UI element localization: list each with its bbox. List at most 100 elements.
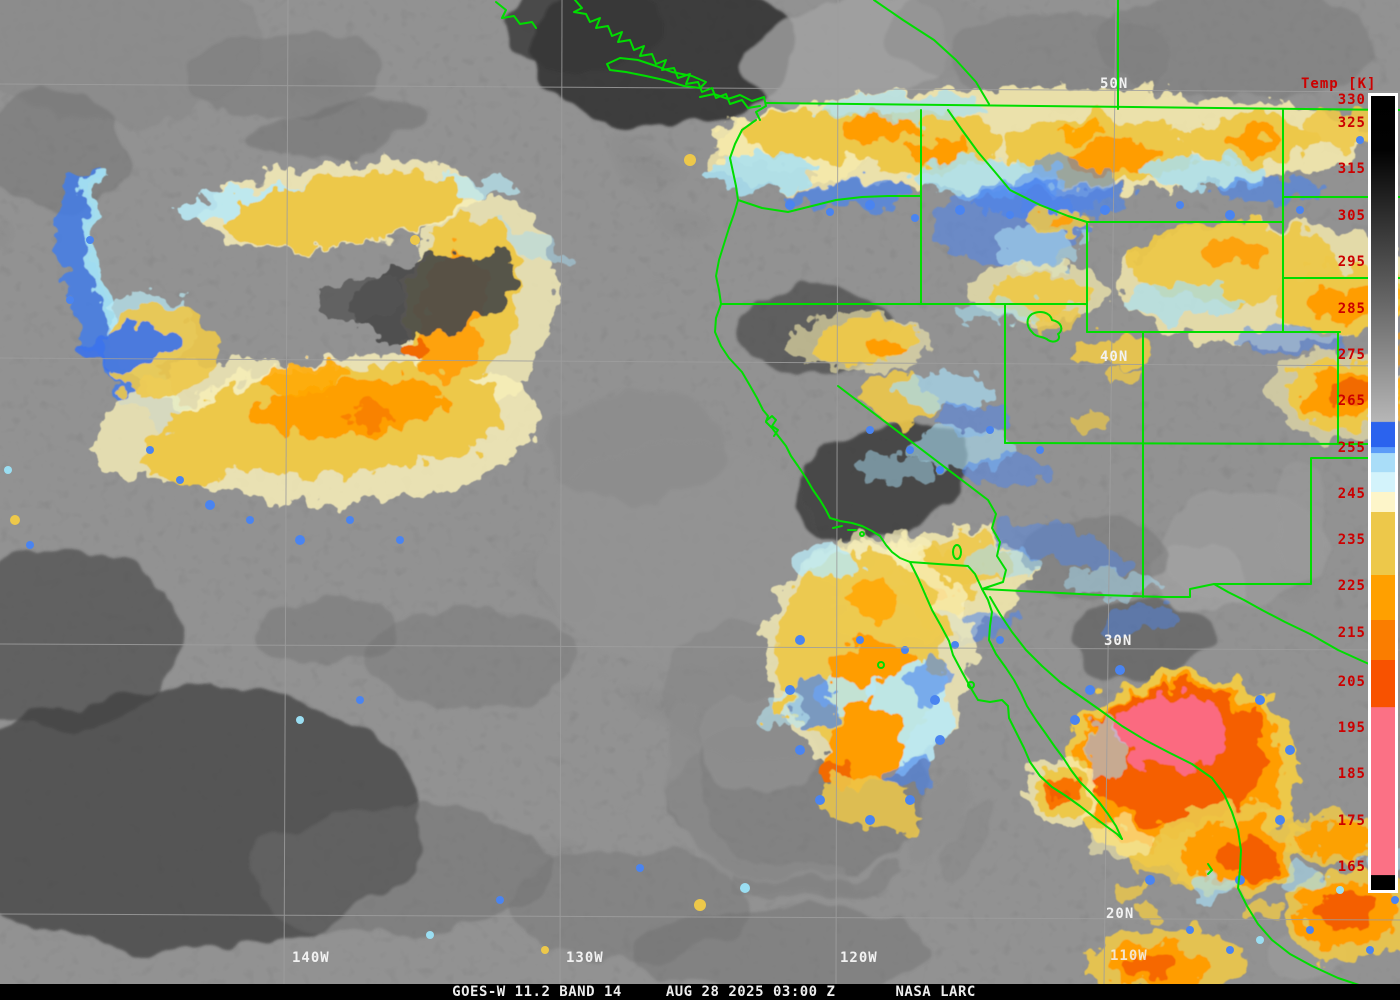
idaho-orange (1048, 215, 1076, 229)
cloud-speck (10, 515, 20, 525)
cloud-speck (1145, 875, 1155, 885)
gridline-40n (0, 357, 1400, 367)
idaho-blue-field (995, 230, 1085, 270)
gridline-130w (559, 0, 563, 984)
cloud-speck (1366, 946, 1374, 954)
cloud-speck (66, 296, 74, 304)
cloud-shape (185, 30, 385, 120)
cloud-speck (684, 154, 696, 166)
puget-sound (699, 93, 767, 121)
cloud-speck (26, 541, 34, 549)
colorado-orange-core (1328, 380, 1376, 406)
tropical-storm-orange (846, 582, 898, 618)
wyoming-orange (1200, 239, 1264, 265)
gold-specks (10, 154, 706, 954)
cloud-speck (86, 236, 94, 244)
channel-islands (832, 525, 857, 531)
mexico-convection-gold (1140, 906, 1164, 922)
cloud-speck (955, 205, 965, 215)
storm-dry-slot (315, 276, 405, 324)
colorbar-label: 330 (1338, 92, 1366, 108)
cloud-layer-color (60, 88, 1400, 984)
cloud-speck (1036, 446, 1044, 454)
cloud-speck (996, 636, 1004, 644)
gridline-30n (0, 643, 1400, 651)
mexico-mainland-coast (989, 596, 1360, 984)
arizona-blue (1100, 606, 1180, 634)
cloud-speck (785, 685, 795, 695)
cloud-speck (1356, 136, 1364, 144)
cloud-speck (356, 696, 364, 704)
tropical-storm-blue (795, 670, 835, 730)
pnw-band-blue (1215, 177, 1325, 203)
caption-product: GOES-W 11.2 BAND 14 (452, 984, 622, 1000)
colorbar-label: 315 (1338, 161, 1366, 177)
mexico-convection-cyan (1275, 868, 1325, 892)
colorbar: Temp [K] 330 325 315 305 295 285 275 265… (1301, 76, 1398, 893)
cloud-speck (1100, 205, 1110, 215)
colorbar-title: Temp [K] (1301, 76, 1376, 92)
colorbar-label: 285 (1338, 301, 1366, 317)
pnw-band-blue (790, 181, 910, 209)
bc-fjord-coast (573, 0, 761, 109)
cloud-speck (146, 446, 154, 454)
cumulus-field (630, 910, 930, 984)
utah-cyan (955, 298, 1035, 322)
nevada-blue (935, 405, 1015, 435)
map-overlay (495, 0, 1400, 984)
lon-label-130w: 130W (566, 950, 604, 966)
lat-label-50n: 50N (1100, 76, 1128, 92)
cloud-speck (1255, 695, 1265, 705)
nevada-cyan (855, 455, 935, 485)
cloud-speck (410, 235, 420, 245)
gridline-110w (1103, 0, 1117, 984)
channel-islands (859, 531, 865, 537)
storm-blue-patch (82, 326, 178, 368)
cloud-speck (246, 516, 254, 524)
cloud-shape (1150, 540, 1250, 610)
cloud-speck (1256, 936, 1264, 944)
california-nevada-border (837, 385, 1007, 590)
storm-gray-swirl (732, 861, 905, 902)
cloud-speck (1176, 201, 1184, 209)
lon-label-140w: 140W (292, 950, 330, 966)
cloud-speck (636, 864, 644, 872)
cloud-speck (935, 735, 945, 745)
colorbar-label: 295 (1338, 254, 1366, 270)
tropical-storm-orange (830, 639, 906, 687)
mexico-convection-orange (1297, 821, 1373, 855)
nevada-orange (865, 340, 905, 356)
arizona-cyan (1065, 570, 1155, 600)
marine-stratus (545, 390, 725, 500)
cloud-speck (1275, 815, 1285, 825)
gridline-140w (283, 0, 289, 984)
cloud-speck (1115, 665, 1125, 675)
speck-layer (4, 136, 1399, 954)
cloud-speck (176, 476, 184, 484)
cloud-speck (905, 795, 915, 805)
colorbar-label: 205 (1338, 674, 1366, 690)
baja-west-coast (909, 561, 1123, 840)
colorbar-label: 225 (1338, 578, 1366, 594)
cloud-speck (1085, 685, 1095, 695)
colorbar-label: 195 (1338, 720, 1366, 736)
storm-dry-slot (352, 252, 518, 338)
colorbar-label: 235 (1338, 532, 1366, 548)
cloud-speck (1336, 886, 1344, 894)
cloud-speck (936, 466, 944, 474)
mexico-convection-core (1126, 956, 1170, 980)
pnw-band-cyan (820, 95, 990, 121)
storm-gold (225, 172, 465, 248)
cloud-speck (901, 646, 909, 654)
pnw-band-orange (910, 140, 966, 164)
storm-orange-core (350, 405, 394, 425)
cloud-speck (1306, 926, 1314, 934)
colorbar-scale (1371, 96, 1395, 890)
cloud-speck (396, 536, 404, 544)
cumulus-field (360, 610, 580, 710)
pacific-coastline (714, 119, 911, 563)
wa-or-border (737, 195, 922, 213)
sonora-mcs-cyan (1087, 720, 1123, 780)
tropical-storm-blue (912, 655, 948, 705)
